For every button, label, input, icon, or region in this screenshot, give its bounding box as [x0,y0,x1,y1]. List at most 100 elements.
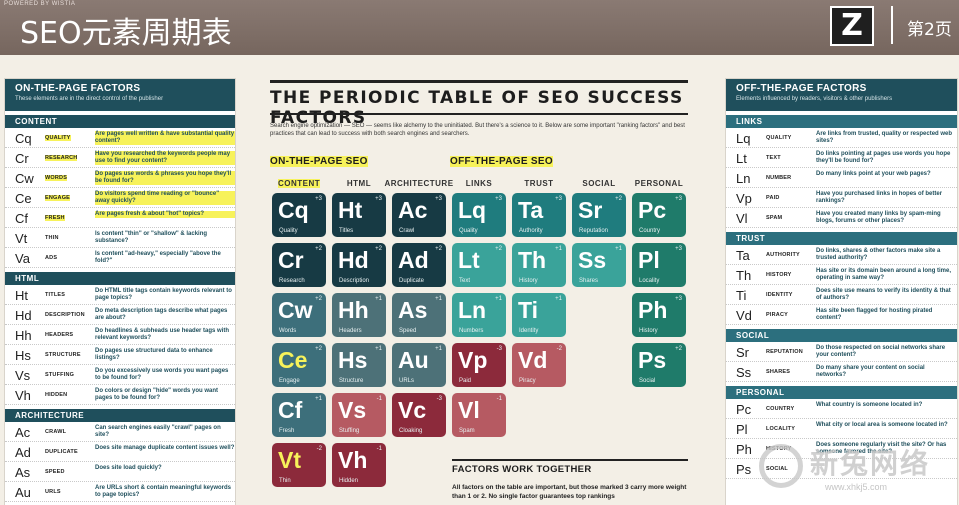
factor-name: ADS [45,255,58,261]
factor-symbol: Ht [15,288,28,303]
element-tile: Hd Description +2 [332,243,386,287]
factor-symbol: Vd [736,308,752,323]
factor-name: STUFFING [45,372,75,378]
factors-title: FACTORS WORK TOGETHER [452,464,592,475]
element-tile: Ss Shares +1 [572,243,626,287]
element-tile: Cf Fresh +1 [272,393,326,437]
element-tile: As Speed +1 [392,293,446,337]
column-label: CONTENT [278,179,321,188]
tile-symbol: Sr [578,197,603,223]
tile-weight: +2 [315,346,322,352]
factor-symbol: Ad [15,445,31,460]
tile-weight: +3 [315,196,322,202]
factor-symbol: Th [736,268,752,283]
factor-row: Ln NUMBER Do many links point at your web … [726,168,957,188]
element-tile: Ce Engage +2 [272,343,326,387]
tile-weight: +3 [375,196,382,202]
factor-symbol: Lq [736,131,751,146]
tile-weight: +2 [315,296,322,302]
tile-weight: +2 [675,346,682,352]
element-tile: Th History +1 [512,243,566,287]
page-number: 第2页 [907,20,952,40]
tile-symbol: Hd [338,247,369,273]
tile-word: Quality [279,228,298,234]
factor-row: Vd PIRACY Has site been flagged for hostin… [726,305,957,325]
element-tile: Vt Thin -2 [272,443,326,487]
element-tile: Cq Quality +3 [272,193,326,237]
element-tile: Lt Text +2 [452,243,506,287]
factor-symbol: Hh [15,328,32,343]
tile-weight: +2 [495,246,502,252]
factor-symbol: Cq [15,131,32,146]
factor-name: SPEED [45,469,65,475]
tile-symbol: Ps [638,347,667,373]
tile-word: Fresh [279,428,295,434]
watermark: 新兔网络 www.xhkj5.com [755,440,955,500]
category-header: PERSONAL [726,386,957,399]
tile-weight: +1 [495,296,502,302]
tile-word: Description [339,278,370,284]
factors-text: All factors on the table are important, … [452,484,687,500]
factor-name: ENGAGE [45,195,71,201]
element-tile: Vp Paid -3 [452,343,506,387]
factor-row: Pc COUNTRY What country is someone located… [726,399,957,419]
element-tile: Lq Quality +3 [452,193,506,237]
factor-row: Ac CRAWL Can search engines easily "crawl"… [5,422,235,442]
factor-row: Cr RESEARCH Have you researched the keywor… [5,148,235,168]
watermark-logo-icon [759,444,803,488]
category-header: ARCHITECTURE [5,409,235,422]
tile-weight: -1 [496,396,502,402]
tile-word: Headers [339,328,362,334]
factor-name: PIRACY [766,312,788,318]
tile-symbol: Lq [458,197,487,223]
tile-word: Country [639,228,661,234]
factor-name: HEADERS [45,332,74,338]
banner-divider [891,6,893,44]
element-tile: Ti Identity +1 [512,293,566,337]
tile-symbol: Hs [338,347,368,373]
factor-description: Does site load quickly? [95,465,162,471]
tile-word: Hidden [339,478,359,484]
factor-symbol: Ps [736,462,752,477]
factor-row: Hd DESCRIPTION Do meta description tags de… [5,305,235,325]
factor-row: Lt TEXT Do links pointing at pages use wor… [726,148,957,168]
factor-symbol: Vh [15,388,31,403]
factor-description: Do meta description tags describe what p… [95,308,228,321]
tile-symbol: Au [398,347,429,373]
tile-symbol: Vd [518,347,548,373]
title-rule-bottom [270,113,688,115]
tile-symbol: Cf [278,397,303,423]
column-label: PERSONAL [634,179,684,188]
factor-symbol: Au [15,485,31,500]
tile-symbol: Cq [278,197,309,223]
factor-name: HISTORY [766,272,792,278]
tile-symbol: Vh [338,447,368,473]
column-label: ARCHITECTURE [384,179,454,188]
factor-row: Sr REPUTATION Do those respected on social… [726,342,957,362]
watermark-text: 新兔网络 [810,447,931,480]
tile-weight: +1 [435,346,442,352]
off-page-header: OFF-THE-PAGE FACTORS Elements influenced… [726,79,957,111]
tile-symbol: Ac [398,197,428,223]
tile-weight: +1 [375,346,382,352]
periodic-table-area: THE PERIODIC TABLE OF SEO SUCCESS FACTOR… [245,60,715,505]
tile-weight: -1 [376,396,382,402]
element-tile: Sr Reputation +2 [572,193,626,237]
element-tile: Ta Authority +3 [512,193,566,237]
element-tile: Vc Cloaking -3 [392,393,446,437]
tile-word: Spam [459,428,475,434]
factor-row: Cw WORDS Do pages use words & phrases you … [5,168,235,188]
factor-description: Does site use means to verify its identi… [816,288,951,301]
factor-name: PAID [766,195,780,201]
element-tile: Pl Locality +3 [632,243,686,287]
factor-symbol: Pl [736,422,748,437]
tile-weight: +1 [555,296,562,302]
column-label: LINKS [465,179,493,188]
element-tile: Ad Duplicate +2 [392,243,446,287]
tile-symbol: Lt [458,247,480,273]
factor-row: Hh HEADERS Do headlines & subheads use hea… [5,325,235,345]
tile-weight: +3 [435,196,442,202]
on-page-title: ON-THE-PAGE FACTORS [15,83,141,94]
element-tile: Ph History +3 [632,293,686,337]
factor-description: Do visitors spend time reading or "bounc… [95,191,235,205]
